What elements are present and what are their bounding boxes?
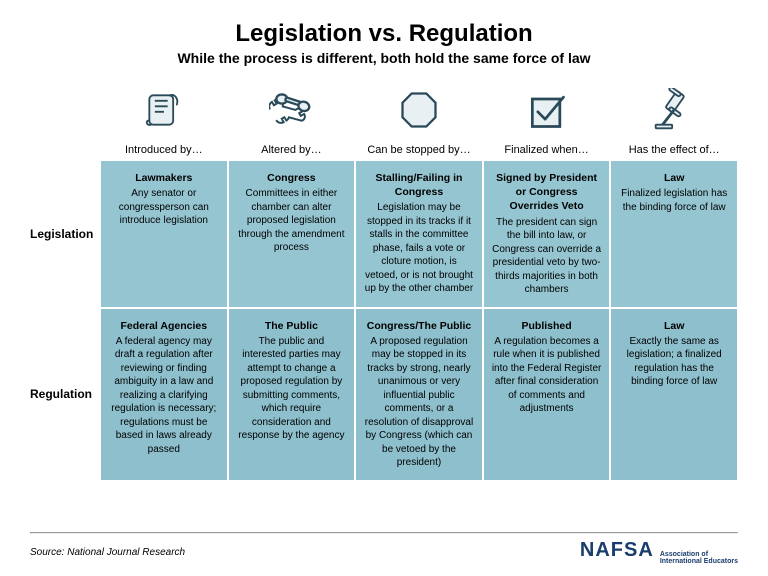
- logo-main-text: NAFSA: [580, 539, 654, 562]
- table-cell: Congress Committees in either chamber ca…: [228, 160, 356, 308]
- comparison-grid: Introduced by… Altered by… Can be stoppe…: [30, 80, 738, 481]
- footer-divider: [30, 532, 738, 534]
- cell-body: Legislation may be stopped in its tracks…: [364, 201, 474, 296]
- logo-sub-line2: International Educators: [660, 558, 738, 565]
- cell-title: Lawmakers: [109, 171, 219, 185]
- cell-title: Law: [619, 171, 729, 185]
- source-text: Source: National Journal Research: [30, 547, 185, 558]
- table-cell: Signed by President or Congress Override…: [483, 160, 611, 308]
- logo-sub-line1: Association of: [660, 551, 708, 558]
- cell-title: Published: [492, 319, 602, 333]
- cell-body: Committees in either chamber can alter p…: [237, 187, 347, 255]
- cell-title: The Public: [237, 319, 347, 333]
- cell-body: Exactly the same as legislation; a final…: [619, 335, 729, 389]
- column-header: Can be stopped by…: [355, 140, 483, 160]
- gavel-icon: [610, 80, 738, 140]
- cell-body: A regulation becomes a rule when it is p…: [492, 335, 602, 416]
- table-cell: Stalling/Failing in Congress Legislation…: [355, 160, 483, 308]
- table-cell: Federal Agencies A federal agency may dr…: [100, 308, 228, 481]
- column-header: Has the effect of…: [610, 140, 738, 160]
- cell-title: Signed by President or Congress Override…: [492, 171, 602, 214]
- table-cell: Congress/The Public A proposed regulatio…: [355, 308, 483, 481]
- row-header-regulation: Regulation: [30, 308, 100, 481]
- table-cell: The Public The public and interested par…: [228, 308, 356, 481]
- stop-sign-icon: [355, 80, 483, 140]
- nafsa-logo: NAFSA Association of International Educa…: [580, 539, 738, 566]
- cell-body: Finalized legislation has the binding fo…: [619, 187, 729, 214]
- table-cell: Law Finalized legislation has the bindin…: [610, 160, 738, 308]
- row-header-legislation: Legislation: [30, 160, 100, 308]
- table-cell: Published A regulation becomes a rule wh…: [483, 308, 611, 481]
- cell-title: Federal Agencies: [109, 319, 219, 333]
- cell-body: A federal agency may draft a regulation …: [109, 335, 219, 457]
- table-cell: Lawmakers Any senator or congressperson …: [100, 160, 228, 308]
- scroll-icon: [100, 80, 228, 140]
- wrench-icon: [228, 80, 356, 140]
- checkbox-icon: [483, 80, 611, 140]
- column-header: Altered by…: [228, 140, 356, 160]
- page-title: Legislation vs. Regulation: [30, 20, 738, 48]
- cell-title: Congress/The Public: [364, 319, 474, 333]
- cell-title: Law: [619, 319, 729, 333]
- cell-body: The president can sign the bill into law…: [492, 216, 602, 297]
- cell-body: A proposed regulation may be stopped in …: [364, 335, 474, 470]
- cell-title: Congress: [237, 171, 347, 185]
- cell-body: Any senator or congressperson can introd…: [109, 187, 219, 228]
- page-subtitle: While the process is different, both hol…: [30, 50, 738, 66]
- cell-body: The public and interested parties may at…: [237, 335, 347, 443]
- column-header: Finalized when…: [483, 140, 611, 160]
- cell-title: Stalling/Failing in Congress: [364, 171, 474, 199]
- table-cell: Law Exactly the same as legislation; a f…: [610, 308, 738, 481]
- column-header: Introduced by…: [100, 140, 228, 160]
